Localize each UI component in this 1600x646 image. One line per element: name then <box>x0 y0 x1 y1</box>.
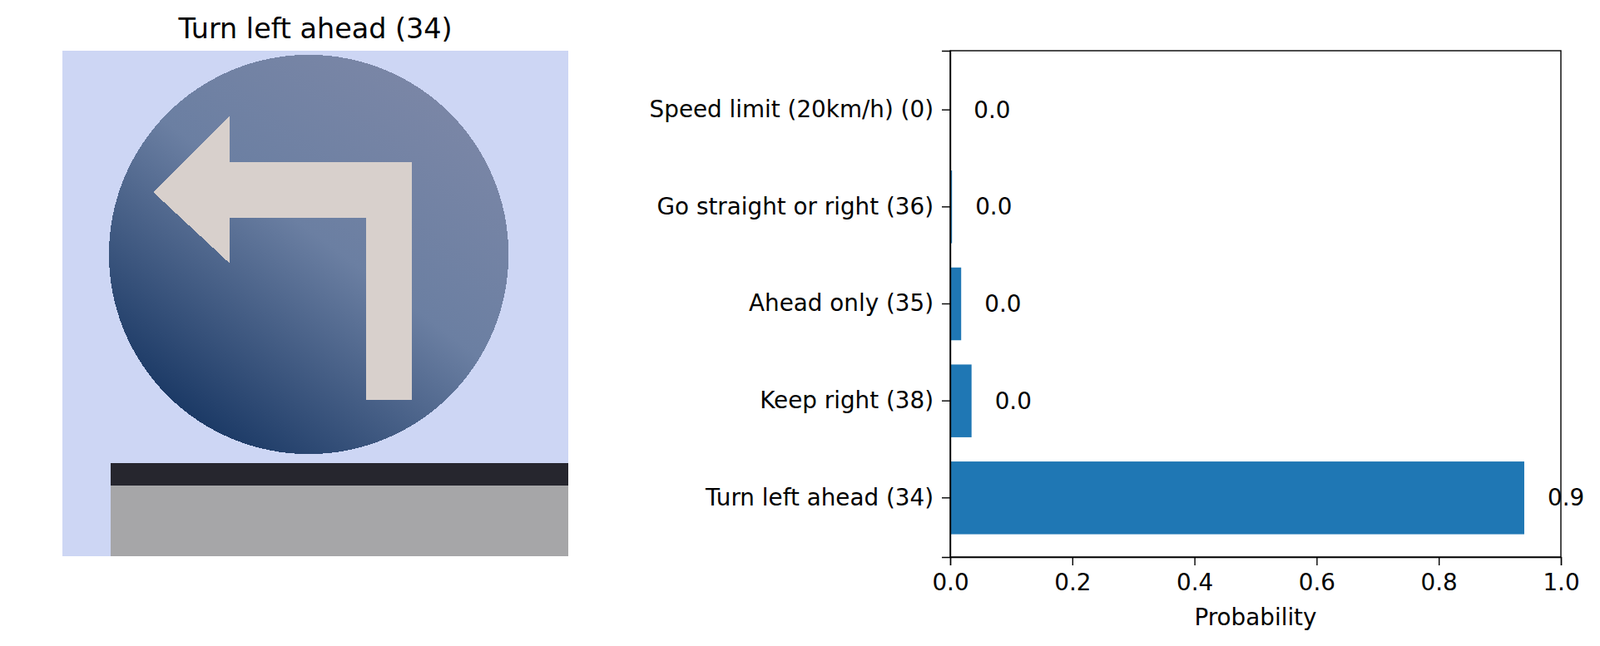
bar <box>950 364 972 437</box>
tick: 0.0 <box>931 557 969 597</box>
tick-mark <box>1438 557 1440 566</box>
tick-mark <box>941 303 951 305</box>
tick: 0.2 <box>1054 557 1091 597</box>
plate <box>110 485 569 557</box>
image-background <box>62 50 569 557</box>
tick-mark <box>941 400 951 402</box>
plate-edge <box>110 463 569 486</box>
axis-title: Probability <box>1194 604 1318 632</box>
image-title: Turn left ahead (34) <box>177 12 452 45</box>
tick-label: Turn left ahead (34) <box>704 484 934 512</box>
data-label: 0.0 <box>984 290 1021 318</box>
tick-label: 0.6 <box>1298 569 1336 597</box>
tick-mark <box>950 557 952 566</box>
axis-line <box>941 51 952 559</box>
tick-label: Speed limit (20km/h) (0) <box>649 95 934 124</box>
tick: 0.6 <box>1298 557 1336 597</box>
tick-mark <box>941 497 951 499</box>
tick-mark <box>1072 557 1074 566</box>
tick: Go straight or right (36) <box>657 193 951 221</box>
tick-label: Go straight or right (36) <box>657 193 934 221</box>
category-axis: Speed limit (20km/h) (0) Go straight or r… <box>649 51 952 559</box>
tick: Speed limit (20km/h) (0) <box>649 95 951 124</box>
tick-mark <box>1560 557 1562 566</box>
tick-label: 0.0 <box>931 569 969 597</box>
data-label: 0.9 <box>1547 484 1585 512</box>
sign-arrow <box>153 116 412 400</box>
tick-label: 0.2 <box>1054 569 1091 597</box>
data-labels: 0.0 0.0 0.0 0.0 0.9 <box>973 96 1585 513</box>
data-label: 0.0 <box>973 96 1011 124</box>
tick-label: 1.0 <box>1542 569 1580 597</box>
tick: Ahead only (35) <box>748 289 951 318</box>
sign-disc <box>108 54 509 455</box>
tick: Turn left ahead (34) <box>704 484 951 512</box>
value-axis: 0.0 0.2 0.4 0.6 0.8 1.0 <box>931 557 1580 597</box>
bars <box>950 73 1525 535</box>
tick: 0.8 <box>1421 557 1458 597</box>
tick: 1.0 <box>1542 557 1580 597</box>
data-label: 0.0 <box>975 193 1012 221</box>
tick: 0.4 <box>1176 557 1214 597</box>
figure: Turn left ahead (34) 0.0 0.2 0.4 0.6 0.8 1.0 Sp… <box>0 0 1600 646</box>
tick-label: 0.8 <box>1421 569 1458 597</box>
tick-label: Keep right (38) <box>759 386 934 415</box>
bar-chart: 0.0 0.2 0.4 0.6 0.8 1.0 Speed limit (20km/h) (… <box>649 50 1586 632</box>
tick: Keep right (38) <box>759 386 951 415</box>
image-panel <box>62 50 569 557</box>
bar <box>950 461 1525 535</box>
tick-label: Ahead only (35) <box>748 289 934 318</box>
plot-frame <box>950 50 1561 558</box>
data-label: 0.0 <box>995 387 1032 416</box>
tick-mark <box>1193 557 1195 566</box>
tick-mark <box>1316 557 1318 566</box>
tick-mark <box>941 108 951 110</box>
bar <box>950 267 961 342</box>
tick-mark <box>941 206 951 208</box>
tick-label: 0.4 <box>1176 569 1214 597</box>
axis-line <box>951 558 1562 567</box>
